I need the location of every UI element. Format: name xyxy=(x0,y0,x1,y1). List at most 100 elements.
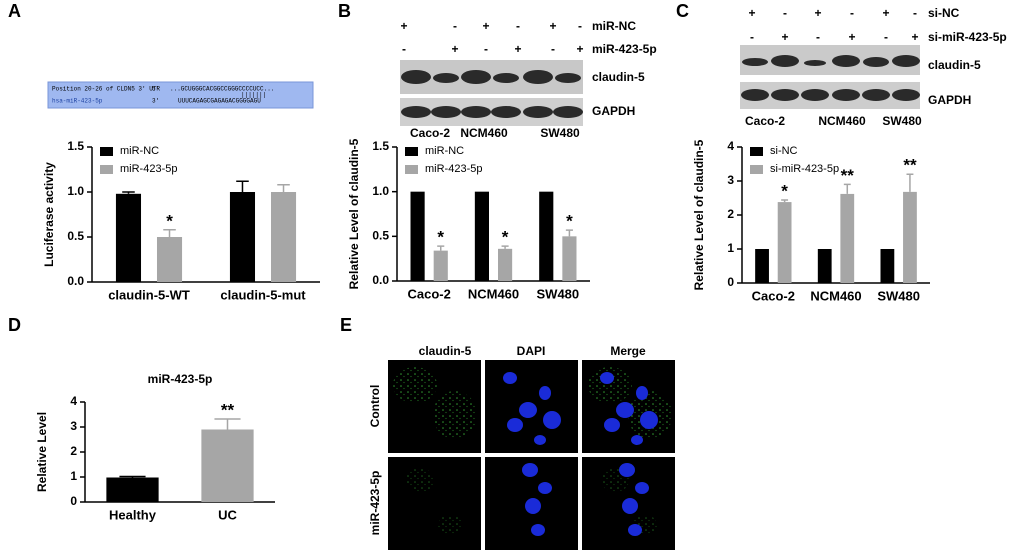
y-tick-label: 1.0 xyxy=(67,184,84,198)
bar xyxy=(539,191,554,281)
image xyxy=(388,457,481,550)
y-tick-label: 1.5 xyxy=(67,139,84,153)
x-tick-label: Caco-2 xyxy=(752,288,795,303)
legend-label: miR-NC xyxy=(425,145,464,157)
chart-title: miR-423-5p xyxy=(148,372,213,386)
treatment-sign: - xyxy=(484,42,488,56)
legend-swatch xyxy=(750,165,763,174)
treatment-sign: - xyxy=(850,6,854,20)
y-tick-label: 3 xyxy=(727,173,734,187)
panel-label: A xyxy=(8,1,21,21)
error-bar xyxy=(277,184,290,192)
band-label: claudin-5 xyxy=(928,58,981,72)
legend-swatch xyxy=(100,165,113,174)
legend-swatch xyxy=(405,165,418,174)
x-tick-label: Healthy xyxy=(109,507,157,522)
x-tick-label: NCM460 xyxy=(468,286,519,301)
pairing: ||||||| xyxy=(241,92,266,99)
y-axis-label: Relative Level of claudin-5 xyxy=(692,139,706,290)
bar xyxy=(562,236,577,281)
cell-label: SW480 xyxy=(540,126,580,140)
bar xyxy=(777,202,792,283)
bar xyxy=(115,193,142,282)
treatment-sign: + xyxy=(576,42,583,56)
nuclei xyxy=(503,372,658,536)
y-tick-label: 1.0 xyxy=(372,184,389,198)
y-axis-label: Relative Level xyxy=(35,412,49,492)
panel-labels: A B C D E xyxy=(8,1,689,335)
y-tick-label: 2 xyxy=(727,207,734,221)
error-bar xyxy=(236,180,249,192)
y-tick-label: 0 xyxy=(727,275,734,289)
treatment-sign: + xyxy=(814,6,821,20)
mirna-seq: UUUCAGAGCGAGAGACGGGGAGU xyxy=(178,98,261,105)
mirna-label: hsa-miR-423-5p xyxy=(52,98,103,105)
treatment-sign: - xyxy=(453,19,457,33)
error-bar xyxy=(843,183,851,194)
y-tick-label: 2 xyxy=(70,444,77,458)
treatment-sign: + xyxy=(882,6,889,20)
column-header: DAPI xyxy=(517,344,546,358)
legend-label: miR-NC xyxy=(120,145,159,157)
treatment-sign: + xyxy=(549,19,556,33)
treatment-sign: - xyxy=(783,6,787,20)
error-bar xyxy=(781,199,789,203)
treatment-label: miR-NC xyxy=(592,19,636,33)
cell-label: SW480 xyxy=(882,114,922,128)
row-header: miR-423-5p xyxy=(368,471,382,536)
microscopy: claudin-5 DAPI Merge Control miR-423-5p xyxy=(368,344,675,550)
x-tick-label: SW480 xyxy=(537,286,580,301)
treatment-label: miR-423-5p xyxy=(592,42,657,56)
bar xyxy=(817,249,832,283)
error-bar xyxy=(119,475,146,478)
column-header: Merge xyxy=(610,344,646,358)
bar xyxy=(880,249,895,283)
bar xyxy=(106,477,159,502)
treatment-sign: - xyxy=(816,30,820,44)
y-tick-label: 4 xyxy=(727,139,734,153)
sequence-box: Position 20-26 of CLDN5 3' UTR 5' ...GCU… xyxy=(47,81,314,109)
panel-label: C xyxy=(676,1,689,21)
treatment-sign: + xyxy=(400,19,407,33)
mirna-end: 3' xyxy=(152,98,159,105)
error-bar xyxy=(501,245,509,249)
y-tick-label: 0.5 xyxy=(372,229,389,243)
y-tick-label: 0 xyxy=(70,494,77,508)
panel-label: B xyxy=(338,1,351,21)
legend-swatch xyxy=(750,147,763,156)
y-tick-label: 4 xyxy=(70,394,77,408)
bar xyxy=(498,248,513,281)
band-label: GAPDH xyxy=(592,104,635,118)
error-bar xyxy=(214,418,241,430)
y-tick-label: 3 xyxy=(70,419,77,433)
bar xyxy=(410,191,425,281)
y-tick-label: 1 xyxy=(727,241,734,255)
green-stain xyxy=(393,367,672,535)
sequence-bg xyxy=(47,81,314,109)
bar xyxy=(433,250,448,281)
error-bar xyxy=(437,245,445,251)
row-header: Control xyxy=(368,385,382,428)
bar xyxy=(201,429,254,502)
significance: * xyxy=(781,182,788,201)
treatment-sign: - xyxy=(551,42,555,56)
band-label: GAPDH xyxy=(928,93,971,107)
x-tick-label: claudin-5-WT xyxy=(108,287,190,302)
treatment-sign: + xyxy=(514,42,521,56)
y-tick-label: 1 xyxy=(70,469,77,483)
treatment-sign: - xyxy=(884,30,888,44)
bar xyxy=(903,191,917,283)
y-tick-label: 0.0 xyxy=(67,274,84,288)
bar xyxy=(229,192,256,282)
legend-label: si-NC xyxy=(770,145,798,157)
y-tick-label: 0.5 xyxy=(67,229,84,243)
panel-label: E xyxy=(340,315,352,335)
legend-swatch xyxy=(100,147,113,156)
significance: * xyxy=(437,228,444,247)
column-header: claudin-5 xyxy=(419,344,472,358)
y-axis-label: Relative Level of claudin-5 xyxy=(347,138,361,289)
cell-label: NCM460 xyxy=(818,114,866,128)
bands xyxy=(741,55,920,101)
cell-label: Caco-2 xyxy=(745,114,785,128)
